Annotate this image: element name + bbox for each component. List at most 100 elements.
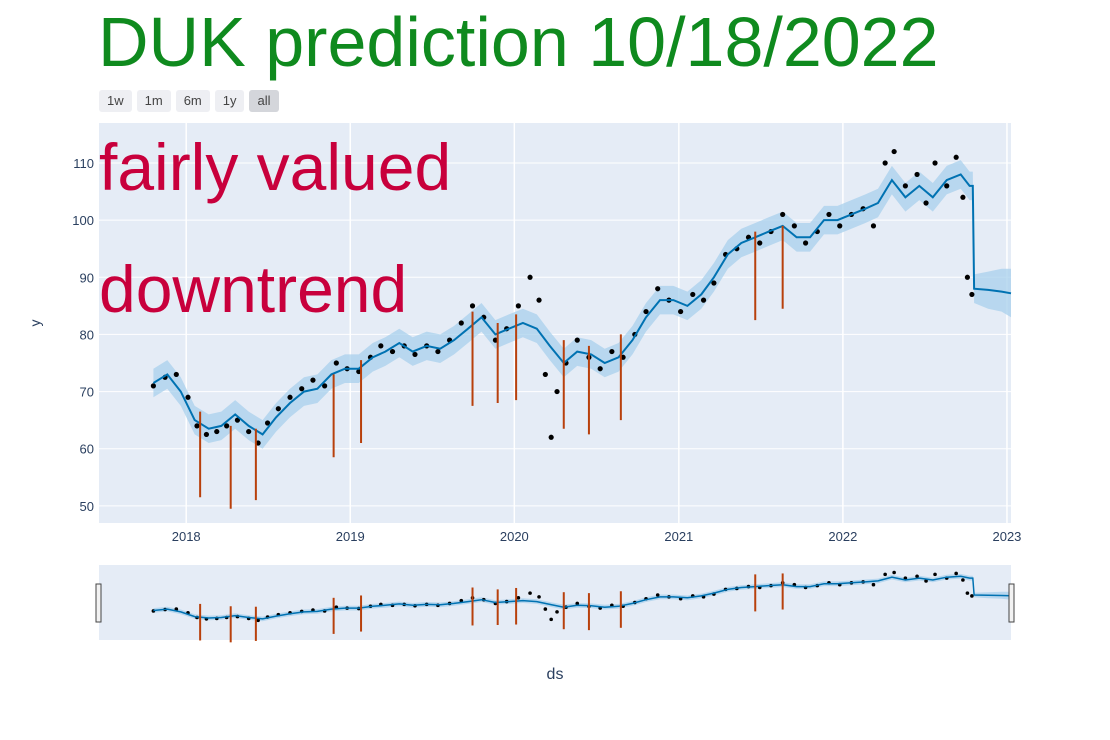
plot-background: [99, 123, 1011, 523]
data-point: [435, 348, 441, 355]
data-point: [322, 383, 328, 389]
rangeslider-point: [965, 591, 970, 595]
rangeslider-right-handle[interactable]: [1008, 583, 1015, 623]
data-point: [643, 308, 649, 315]
data-point: [542, 371, 548, 378]
rangeslider-point: [555, 610, 559, 614]
data-point: [246, 428, 252, 435]
chart-title: DUK prediction 10/18/2022: [98, 3, 939, 81]
rangeslider-point: [970, 594, 974, 598]
data-point: [389, 348, 396, 355]
range-1y-button[interactable]: 1y: [214, 90, 245, 112]
rangeslider-background[interactable]: [99, 565, 1011, 640]
data-point: [310, 377, 316, 383]
y-tick-label: 90: [80, 270, 94, 285]
data-point: [515, 303, 521, 309]
data-point: [960, 194, 966, 200]
data-point: [185, 394, 191, 400]
x-axis-label: ds: [547, 666, 564, 683]
uncertainty-band: [153, 160, 1011, 449]
data-point: [700, 297, 707, 303]
y-tick-label: 110: [73, 156, 94, 171]
data-point: [932, 160, 938, 166]
rangeslider-line: [153, 575, 1012, 620]
y-tick-label: 100: [72, 213, 94, 228]
data-point: [969, 291, 975, 298]
data-point: [837, 223, 843, 229]
y-tick-label: 70: [80, 385, 94, 400]
data-point: [287, 394, 293, 400]
rangeslider-point: [549, 617, 553, 622]
rangeslider-point: [903, 576, 908, 580]
data-point: [458, 320, 464, 326]
data-point: [299, 386, 305, 392]
data-point: [780, 211, 786, 218]
data-point: [214, 428, 220, 435]
data-point: [826, 211, 832, 218]
rangeslider-point: [543, 607, 548, 611]
y-axis-ticks: 50 60 70 80 90 100 110: [72, 156, 94, 514]
data-point: [173, 371, 179, 378]
rangeslider-point: [528, 591, 532, 595]
data-point: [275, 406, 281, 412]
data-point: [412, 351, 418, 358]
data-point: [802, 240, 809, 246]
rangeslider-left-handle[interactable]: [95, 583, 102, 623]
annotation-downtrend: downtrend: [99, 252, 407, 326]
data-point: [234, 417, 241, 423]
data-point: [923, 200, 929, 206]
rangeslider-point: [537, 595, 541, 599]
x-axis-ticks: 2018 2019 2020 2021 2022 2023: [172, 529, 1022, 544]
rangeslider-point: [655, 593, 660, 597]
range-1m-button[interactable]: 1m: [136, 90, 171, 112]
rangeslider-point: [459, 598, 464, 603]
changepoint-lines: [199, 225, 784, 509]
x-tick-label: 2023: [992, 529, 1021, 544]
y-tick-label: 50: [80, 499, 94, 514]
data-point: [678, 308, 684, 315]
data-point: [964, 274, 971, 280]
y-tick-label: 80: [80, 327, 94, 342]
data-point: [757, 240, 763, 246]
rangeslider-point: [933, 572, 937, 577]
rangeslider-point: [575, 601, 580, 606]
forecast-line-path: [152, 173, 1012, 436]
data-point: [378, 343, 384, 349]
rangeslider-point: [174, 607, 179, 611]
x-tick-label: 2020: [500, 529, 529, 544]
rangeslider-point: [924, 579, 928, 583]
data-point: [548, 434, 554, 440]
rangeslider-point: [871, 582, 876, 587]
data-point: [891, 148, 897, 155]
data-point: [902, 183, 908, 189]
rangeslider-point: [954, 571, 958, 576]
x-tick-label: 2019: [336, 529, 365, 544]
rangeslider-point: [915, 574, 919, 579]
range-all-button[interactable]: all: [249, 90, 279, 112]
rangeslider-point: [961, 578, 965, 582]
rangeslider-point: [883, 572, 887, 577]
data-point: [469, 303, 476, 309]
range-1w-button[interactable]: 1w: [99, 90, 132, 112]
annotation-fairly-valued: fairly valued: [99, 130, 451, 204]
y-tick-label: 60: [80, 442, 94, 457]
data-point: [791, 223, 797, 229]
rangeslider-band: [153, 573, 1011, 622]
data-point: [333, 360, 339, 366]
data-point: [194, 423, 200, 429]
data-point: [554, 388, 560, 395]
uncertainty-band-area: [153, 160, 1011, 449]
rangeslider-point: [516, 596, 521, 600]
data-point: [711, 280, 717, 286]
data-point: [574, 337, 580, 343]
rangeslider-preview: [151, 570, 1012, 643]
x-tick-label: 2022: [828, 529, 857, 544]
range-6m-button[interactable]: 6m: [175, 90, 210, 112]
data-point: [655, 286, 661, 292]
x-tick-label: 2021: [664, 529, 693, 544]
y-axis-label: y: [27, 320, 43, 327]
grid: [99, 123, 1011, 523]
data-point: [882, 160, 888, 166]
data-point: [203, 431, 210, 438]
